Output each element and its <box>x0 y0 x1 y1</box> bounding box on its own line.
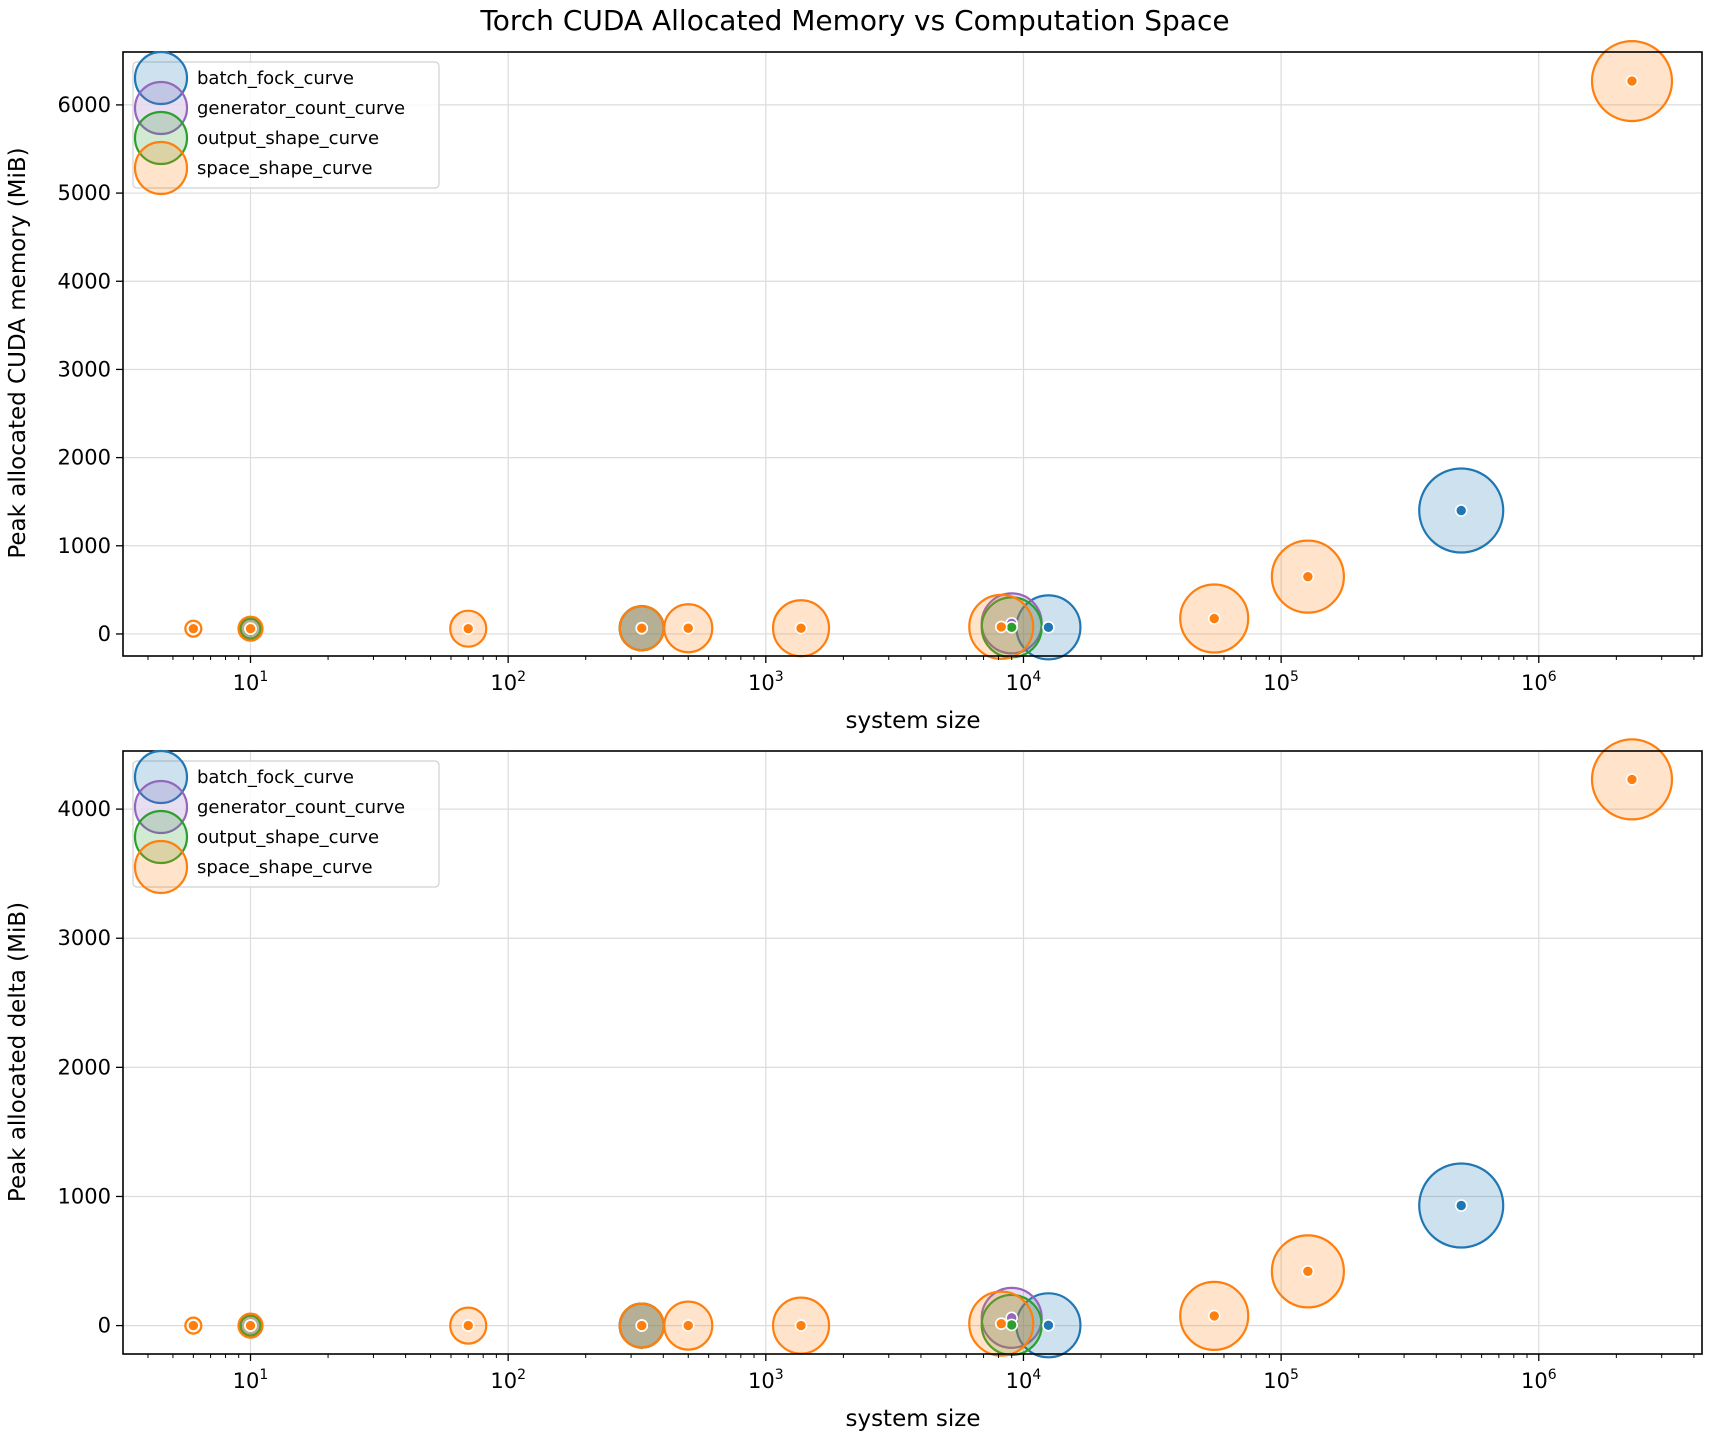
top-y-tick-label: 4000 <box>58 269 111 293</box>
top-point-center-space_shape_curve <box>794 621 808 635</box>
top-legend-marker-generator_count_curve <box>133 80 189 136</box>
bottom-point-center-space_shape_curve <box>1301 1265 1315 1278</box>
bottom-x-tick-label: 103 <box>748 1367 784 1393</box>
bottom-legend-marker-space_shape_curve <box>133 839 189 895</box>
top-y-tick-label: 3000 <box>58 357 111 381</box>
bottom-point-center-space_shape_curve <box>1207 1309 1221 1323</box>
top-y-tick-label: 2000 <box>58 446 111 470</box>
top-point-center-space_shape_curve <box>244 622 257 635</box>
top-y-tick-label: 1000 <box>58 534 111 558</box>
bottom-y-tick-label: 4000 <box>58 797 111 821</box>
bottom-plot-frame <box>122 750 1703 1355</box>
bottom-point-center-space_shape_curve <box>994 1317 1008 1330</box>
top-markers <box>184 39 1674 661</box>
bottom-legend-label-output_shape_curve: output_shape_curve <box>197 827 379 848</box>
top-point-center-space_shape_curve <box>994 620 1008 634</box>
top-y-tick-label: 6000 <box>58 93 111 117</box>
bottom-legend-box <box>132 760 440 888</box>
top-point-center-batch_fock_curve <box>1042 621 1055 634</box>
bottom-point-center-space_shape_curve <box>794 1319 808 1332</box>
top-y-tick-label: 0 <box>98 622 111 646</box>
bottom-y-tick-label: 3000 <box>58 926 111 950</box>
bottom-x-tick-label: 106 <box>1521 1367 1557 1393</box>
bottom-point-center-space_shape_curve <box>1625 773 1639 786</box>
bottom-x-tick-label: 104 <box>1006 1367 1042 1393</box>
top-x-tick-label: 102 <box>490 669 526 695</box>
chart-title: Torch CUDA Allocated Memory vs Computati… <box>479 4 1229 37</box>
bottom-legend-marker-output_shape_curve <box>133 809 189 865</box>
top-legend-label-space_shape_curve: space_shape_curve <box>197 158 373 179</box>
bottom-y-tick-label: 0 <box>98 1314 111 1338</box>
bottom-legend-label-batch_fock_curve: batch_fock_curve <box>197 767 354 788</box>
bottom-y-tick-label: 2000 <box>58 1055 111 1079</box>
top-plot-frame <box>122 51 1703 657</box>
top-legend-marker-batch_fock_curve <box>133 50 189 106</box>
top-point-center-space_shape_curve <box>681 621 695 635</box>
bottom-x-tick-label: 101 <box>233 1367 269 1393</box>
bottom-markers <box>184 738 1674 1359</box>
top-legend-box <box>132 61 440 189</box>
bottom-point-center-space_shape_curve <box>187 1319 200 1332</box>
top-y-tick-label: 5000 <box>58 181 111 205</box>
top-point-center-space_shape_curve <box>1301 570 1315 583</box>
bottom-point-center-space_shape_curve <box>681 1319 695 1332</box>
bottom-panel: 0 1000 2000 3000 4000 101 102 103 104 105 106 batch… <box>58 738 1703 1393</box>
top-legend-label-generator_count_curve: generator_count_curve <box>197 98 405 119</box>
top-point-center-output_shape_curve <box>1005 621 1018 634</box>
bottom-legend-label-generator_count_curve: generator_count_curve <box>197 797 405 818</box>
top-legend-label-batch_fock_curve: batch_fock_curve <box>197 68 354 89</box>
top-point-center-batch_fock_curve <box>1454 504 1468 517</box>
top-point-center-space_shape_curve <box>187 622 200 635</box>
top-legend-label-output_shape_curve: output_shape_curve <box>197 128 379 149</box>
top-x-tick-label: 101 <box>233 669 269 695</box>
top-x-tick-label: 105 <box>1263 669 1299 695</box>
top-x-axis-label: system size <box>845 708 980 734</box>
bottom-legend: batch_fock_curve generator_count_curveout… <box>132 749 440 895</box>
top-point-center-space_shape_curve <box>461 622 475 635</box>
top-point-center-space_shape_curve <box>1625 74 1639 88</box>
bottom-y-axis-label: Peak allocated delta (MiB) <box>5 902 31 1202</box>
top-y-axis-label: Peak allocated CUDA memory (MiB) <box>5 147 31 558</box>
bottom-point-center-batch_fock_curve <box>1454 1199 1468 1212</box>
bottom-point-center-space_shape_curve <box>244 1319 257 1332</box>
bottom-point-center-space_shape_curve <box>461 1319 475 1332</box>
bottom-point-center-space_shape_curve <box>635 1319 649 1332</box>
bottom-y-tick-label: 1000 <box>58 1184 111 1208</box>
bottom-point-center-output_shape_curve <box>1005 1318 1018 1332</box>
top-x-tick-label: 103 <box>748 669 784 695</box>
bottom-point-center-batch_fock_curve <box>1042 1319 1055 1332</box>
bottom-x-tick-label: 105 <box>1263 1367 1299 1393</box>
top-x-tick-label: 104 <box>1006 669 1042 695</box>
top-legend: batch_fock_curve generator_count_curveout… <box>132 50 440 196</box>
bottom-x-tick-label: 102 <box>490 1367 526 1393</box>
top-legend-marker-output_shape_curve <box>133 110 189 166</box>
top-x-tick-label: 106 <box>1521 669 1557 695</box>
bottom-legend-label-space_shape_curve: space_shape_curve <box>197 857 373 878</box>
bottom-x-axis-label: system size <box>845 1406 980 1432</box>
top-panel: 0 1000 2000 3000 4000 5000 6000 101 102 103 104 105… <box>58 39 1703 695</box>
bottom-legend-marker-batch_fock_curve <box>133 749 189 805</box>
top-point-center-space_shape_curve <box>635 621 649 635</box>
top-point-center-space_shape_curve <box>1207 612 1221 625</box>
top-legend-marker-space_shape_curve <box>133 140 189 196</box>
bottom-legend-marker-generator_count_curve <box>133 779 189 835</box>
